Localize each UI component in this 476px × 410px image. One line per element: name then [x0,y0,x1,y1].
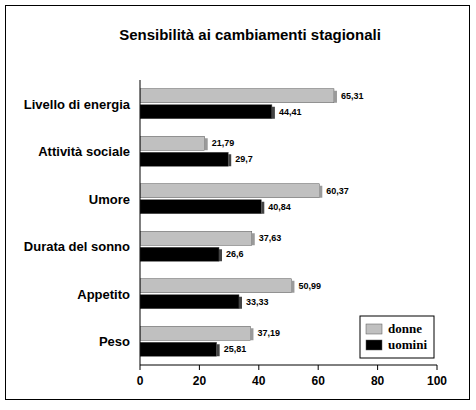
tick [140,365,141,370]
frame [6,6,470,400]
bar [140,152,228,166]
bars [140,89,337,357]
data-label: 65,31 [341,91,364,101]
tick-label: 20 [193,374,207,388]
data-label: 33,33 [246,297,269,307]
bar-depth [228,154,231,166]
bar [140,184,319,198]
legend-label: uomini [388,337,427,352]
bar-depth [239,297,242,309]
bar-depth [205,138,208,150]
bar [140,342,217,356]
data-label: 44,41 [279,107,302,117]
title: Sensibilità ai cambiamenti stagionali [119,26,381,43]
bar-depth [319,186,322,198]
bar [140,200,261,214]
legend-swatch [366,324,382,334]
category-label: Livello di energia [24,97,131,112]
bar-depth [219,249,222,261]
data-label: 40,84 [268,202,291,212]
bar [140,326,250,340]
tick-label: 40 [252,374,266,388]
tick [258,365,259,370]
bar-depth [334,91,337,103]
bar [140,105,272,119]
bar [140,247,219,261]
data-label: 37,19 [257,328,280,338]
bar-depth [217,344,220,356]
data-label: 21,79 [212,138,235,148]
tick-label: 80 [371,374,385,388]
bar-depth [252,233,255,245]
category-label: Peso [99,334,130,349]
tick [318,365,319,370]
chart: Sensibilità ai cambiamenti stagionali Liv… [0,0,476,410]
y-axis [140,80,141,365]
tick-label: 60 [312,374,326,388]
bar [140,295,239,309]
tick [377,365,378,370]
data-label: 60,37 [326,186,349,196]
category-label: Attività sociale [38,144,130,159]
category-label: Umore [89,192,130,207]
tick [199,365,200,370]
tick-label: 100 [427,374,447,388]
legend-label: donne [388,321,422,336]
legend-swatch [366,340,382,350]
legend: donneuomini [360,316,434,358]
tick [437,365,438,370]
bar-depth [250,328,253,340]
bar [140,279,291,293]
data-label: 50,99 [298,281,321,291]
tick-label: 0 [137,374,144,388]
legend-box [360,316,434,358]
bar-depth [261,202,264,214]
data-label: 37,63 [259,233,282,243]
category-label: Durata del sonno [24,239,130,254]
bar-depth [291,281,294,293]
bar [140,231,252,245]
x-axis [140,365,437,366]
category-label: Appetito [77,287,130,302]
data-label: 25,81 [224,344,247,354]
bar [140,136,205,150]
bar [140,89,334,103]
bar-depth [272,107,275,119]
data-label: 29,7 [235,154,253,164]
data-label: 26,6 [226,249,244,259]
